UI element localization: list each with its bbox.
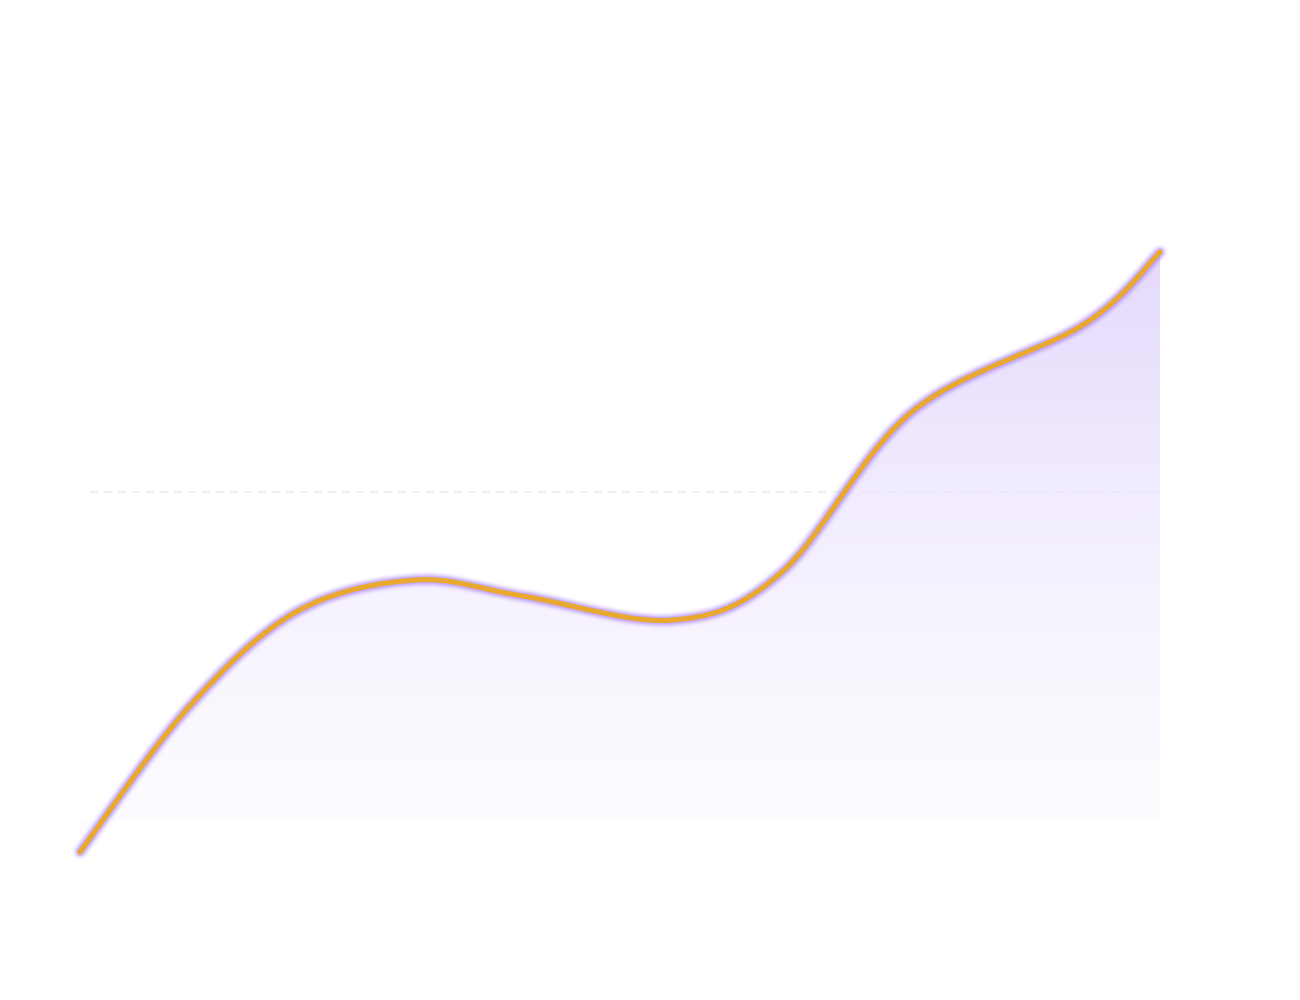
data-point (293, 609, 299, 615)
data-points (77, 249, 1163, 855)
data-point (412, 577, 418, 583)
data-point (909, 409, 915, 415)
data-point (1157, 249, 1163, 255)
data-point (520, 593, 526, 599)
data-point (779, 569, 785, 575)
data-point (1081, 321, 1087, 327)
data-point (77, 849, 83, 855)
data-point (185, 705, 191, 711)
area-fill (80, 252, 1160, 852)
series-line (77, 249, 1163, 855)
data-point (671, 617, 677, 623)
